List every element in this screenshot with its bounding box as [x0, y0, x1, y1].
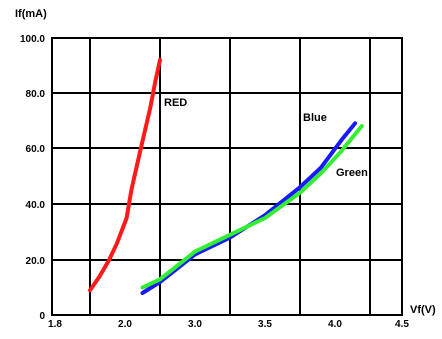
series-line-red — [88, 58, 162, 293]
x-axis-title: Vf(V) — [410, 304, 436, 316]
x-tick-label: 1.8 — [48, 319, 62, 330]
y-tick-label: 40.0 — [26, 200, 46, 211]
x-tick-label: 2.0 — [118, 319, 132, 330]
x-tick-label: 4.0 — [328, 319, 342, 330]
x-tick-label: 3.0 — [188, 319, 202, 330]
y-tick-label: 20.0 — [26, 256, 46, 267]
y-tick-label: 100.0 — [20, 34, 45, 45]
labels: If(mA) Vf(V) 0 20.0 40.0 60.0 80.0 100.0 1.8 2.… — [15, 8, 436, 330]
y-tick-label: 60.0 — [26, 144, 46, 155]
y-tick-label: 0 — [39, 311, 45, 322]
grid — [51, 37, 403, 316]
series-label-green: Green — [336, 167, 368, 179]
series-line-green — [140, 124, 364, 290]
series-label-blue: Blue — [303, 112, 327, 124]
series-label-red: RED — [164, 97, 187, 109]
series-lines — [88, 58, 364, 295]
y-tick-label: 80.0 — [26, 89, 46, 100]
x-tick-label: 3.5 — [258, 319, 272, 330]
y-axis-title: If(mA) — [15, 8, 47, 20]
x-tick-label: 4.5 — [395, 319, 409, 330]
